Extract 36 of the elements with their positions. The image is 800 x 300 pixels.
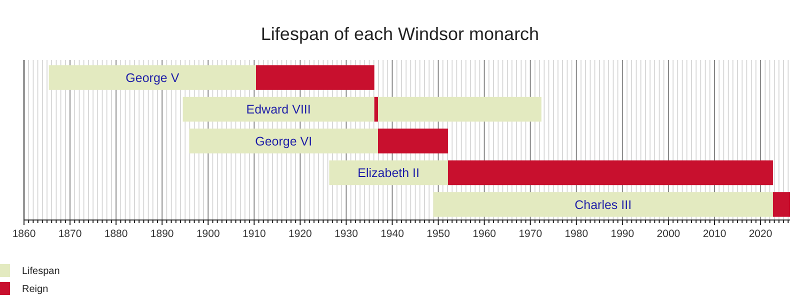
bar <box>329 160 448 186</box>
x-tick-label: 1890 <box>150 228 174 240</box>
x-tick-label: 1900 <box>196 228 220 240</box>
bar <box>256 65 374 90</box>
bar <box>189 128 378 154</box>
x-tick-label: 1930 <box>334 228 358 240</box>
y-tick-label: Edward VIII <box>246 102 311 117</box>
x-tick-label: 1970 <box>518 228 542 240</box>
x-tick-label: 1990 <box>610 228 634 240</box>
bar <box>772 192 790 217</box>
x-tick-label: 1860 <box>12 228 36 240</box>
bar <box>433 192 773 217</box>
x-tick-label: 1910 <box>242 228 266 240</box>
legend-label: Lifespan <box>22 266 60 277</box>
bar <box>48 65 256 90</box>
x-tick-label: 1870 <box>58 228 82 240</box>
bar <box>374 96 378 122</box>
y-tick-label: George VI <box>255 134 312 148</box>
y-tick-label: Charles III <box>574 198 632 212</box>
x-tick-label: 1960 <box>472 228 496 240</box>
chart-title: Lifespan of each Windsor monarch <box>260 24 540 44</box>
x-tick-label: 1950 <box>426 228 450 240</box>
x-tick-label: 1880 <box>104 228 128 240</box>
x-tick-label: 1920 <box>288 228 312 240</box>
x-tick-label: 2000 <box>656 228 680 240</box>
bar <box>378 96 542 122</box>
x-tick-label: 2010 <box>702 228 726 240</box>
legend-label: Reign <box>22 284 48 295</box>
x-tick-label: 1940 <box>380 228 404 240</box>
y-tick-label: Elizabeth II <box>358 166 420 180</box>
x-tick-label: 1980 <box>564 228 588 240</box>
bar <box>378 128 448 154</box>
x-tick-label: 2020 <box>748 228 772 240</box>
bar <box>448 160 773 186</box>
bar <box>182 96 374 122</box>
y-tick-label: George V <box>126 70 180 85</box>
